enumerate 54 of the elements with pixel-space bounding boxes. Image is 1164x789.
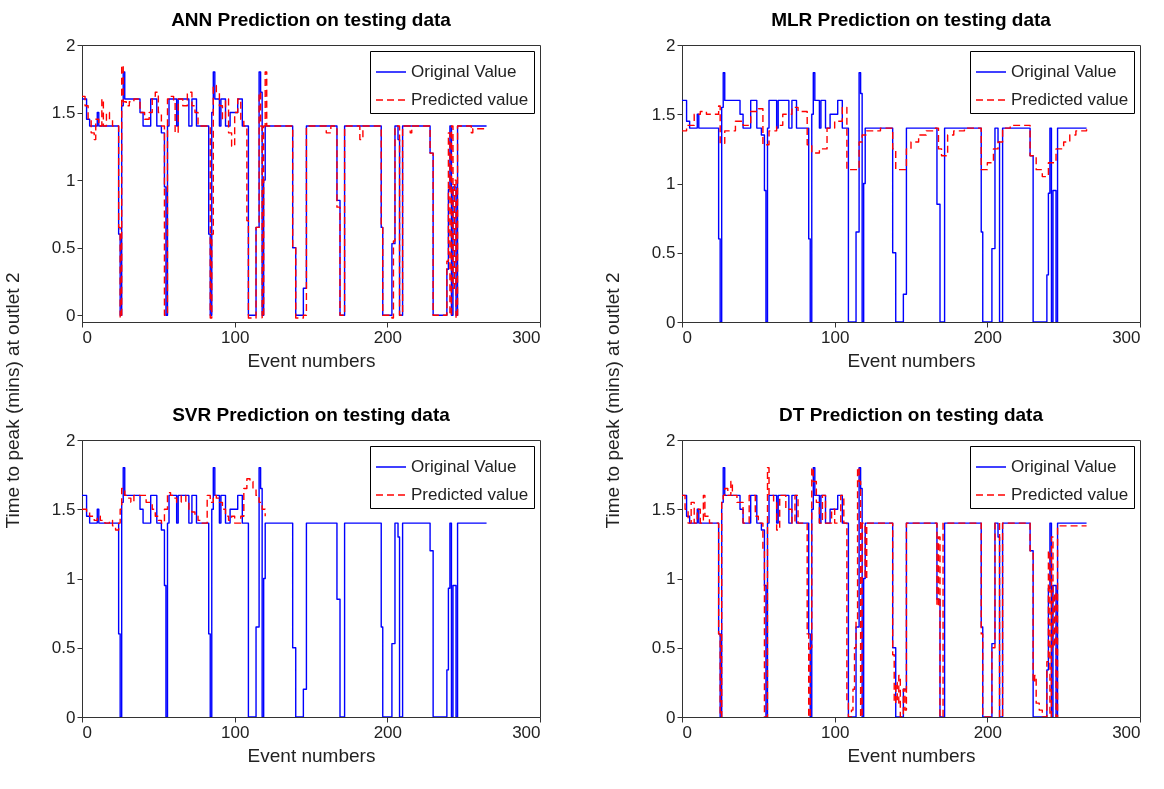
y-tick-label: 2	[66, 430, 76, 450]
x-tick-label: 300	[1112, 722, 1141, 742]
x-tick-label: 300	[512, 327, 541, 347]
y-tick-label: 0.5	[651, 638, 676, 658]
y-tick-label: 2	[666, 430, 676, 450]
x-tick-label: 200	[373, 327, 403, 347]
x-tick-label: 200	[373, 722, 403, 742]
legend-label: Original Value	[411, 62, 517, 81]
x-tick-label: 100	[220, 722, 250, 742]
x-axis-title: Event numbers	[847, 349, 976, 371]
y-tick-label: 1	[666, 569, 676, 588]
legend-label: Predicted value	[411, 90, 529, 109]
legend-label: Predicted value	[1011, 90, 1129, 109]
x-tick-label: 200	[973, 722, 1003, 742]
y-tick-label: 1	[666, 174, 676, 193]
legend-label: Predicted value	[1011, 485, 1129, 504]
chart-title: MLR Prediction on testing data	[771, 9, 1052, 30]
legend-label: Original Value	[411, 457, 517, 476]
y-axis-title: Time to peak (mins) at outlet 2	[1, 272, 23, 529]
y-tick-label: 0	[666, 707, 676, 727]
x-axis-title: Event numbers	[847, 744, 976, 766]
x-tick-label: 0	[682, 722, 692, 742]
chart-title: ANN Prediction on testing data	[171, 9, 452, 30]
x-tick-label: 0	[82, 722, 92, 742]
legend-label: Original Value	[1011, 457, 1117, 476]
y-tick-label: 0.5	[651, 243, 676, 263]
y-tick-label: 0	[66, 707, 76, 727]
y-tick-label: 2	[66, 35, 76, 55]
y-tick-label: 1	[66, 170, 76, 190]
x-tick-label: 100	[820, 722, 850, 742]
x-tick-label: 300	[512, 722, 541, 742]
x-tick-label: 0	[682, 327, 692, 347]
chart-title: SVR Prediction on testing data	[172, 404, 451, 425]
legend-label: Predicted value	[411, 485, 529, 504]
y-tick-label: 0	[66, 305, 76, 325]
y-tick-label: 1.5	[51, 499, 76, 519]
chart-title: DT Prediction on testing data	[779, 404, 1044, 425]
x-tick-label: 200	[973, 327, 1003, 347]
x-tick-label: 100	[820, 327, 850, 347]
x-tick-label: 0	[82, 327, 92, 347]
x-tick-label: 300	[1112, 327, 1141, 347]
x-axis-title: Event numbers	[247, 744, 376, 766]
y-tick-label: 0.5	[51, 638, 76, 658]
y-tick-label: 0	[666, 312, 676, 332]
x-axis-title: Event numbers	[247, 349, 376, 371]
y-tick-label: 1	[66, 569, 76, 588]
y-tick-label: 1.5	[651, 499, 676, 519]
y-tick-label: 2	[666, 35, 676, 55]
x-tick-label: 100	[220, 327, 250, 347]
y-tick-label: 0.5	[51, 238, 76, 258]
legend-label: Original Value	[1011, 62, 1117, 81]
y-axis-title: Time to peak (mins) at outlet 2	[601, 272, 623, 529]
y-tick-label: 1.5	[651, 104, 676, 124]
y-tick-label: 1.5	[51, 103, 76, 123]
